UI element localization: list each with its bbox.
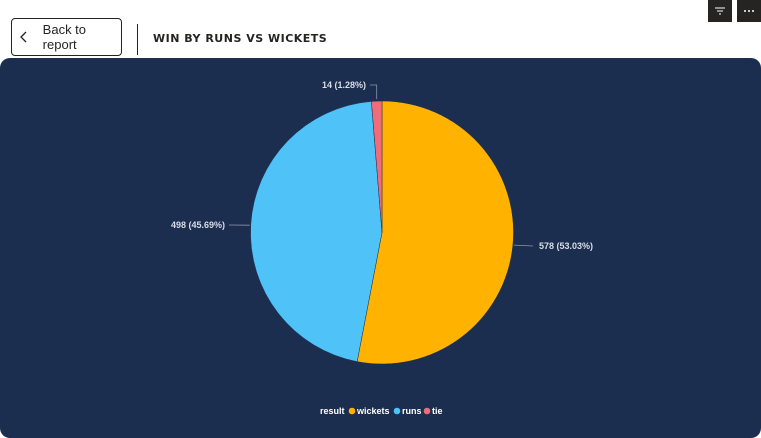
leader-line-tie [370, 85, 377, 99]
back-to-report-button[interactable]: Back to report [11, 18, 122, 56]
back-button-label: Back to report [43, 22, 121, 52]
pie-slice-runs[interactable] [251, 101, 382, 361]
leader-line-wickets [514, 245, 533, 246]
legend-item-runs[interactable]: runs [402, 406, 422, 416]
pie-chart: 578 (53.03%) 498 (45.69%) 14 (1.28%) result… [0, 58, 761, 438]
chevron-left-icon [20, 31, 30, 43]
header-divider [137, 24, 138, 55]
legend-marker-tie [424, 408, 431, 415]
filter-icon[interactable] [708, 0, 732, 22]
legend-item-wickets[interactable]: wickets [356, 406, 390, 416]
more-options-icon[interactable] [737, 0, 761, 22]
visual-header-icons [708, 0, 761, 22]
visual-title: WIN BY RUNS VS WICKETS [153, 32, 327, 45]
legend-item-tie[interactable]: tie [432, 406, 443, 416]
legend-title: result [320, 406, 345, 416]
legend-marker-wickets [349, 408, 356, 415]
data-label-tie: 14 (1.28%) [322, 80, 366, 90]
data-label-wickets: 578 (53.03%) [539, 241, 593, 251]
data-label-runs: 498 (45.69%) [171, 220, 225, 230]
legend-marker-runs [394, 408, 401, 415]
chart-panel: 578 (53.03%) 498 (45.69%) 14 (1.28%) result… [0, 58, 761, 438]
